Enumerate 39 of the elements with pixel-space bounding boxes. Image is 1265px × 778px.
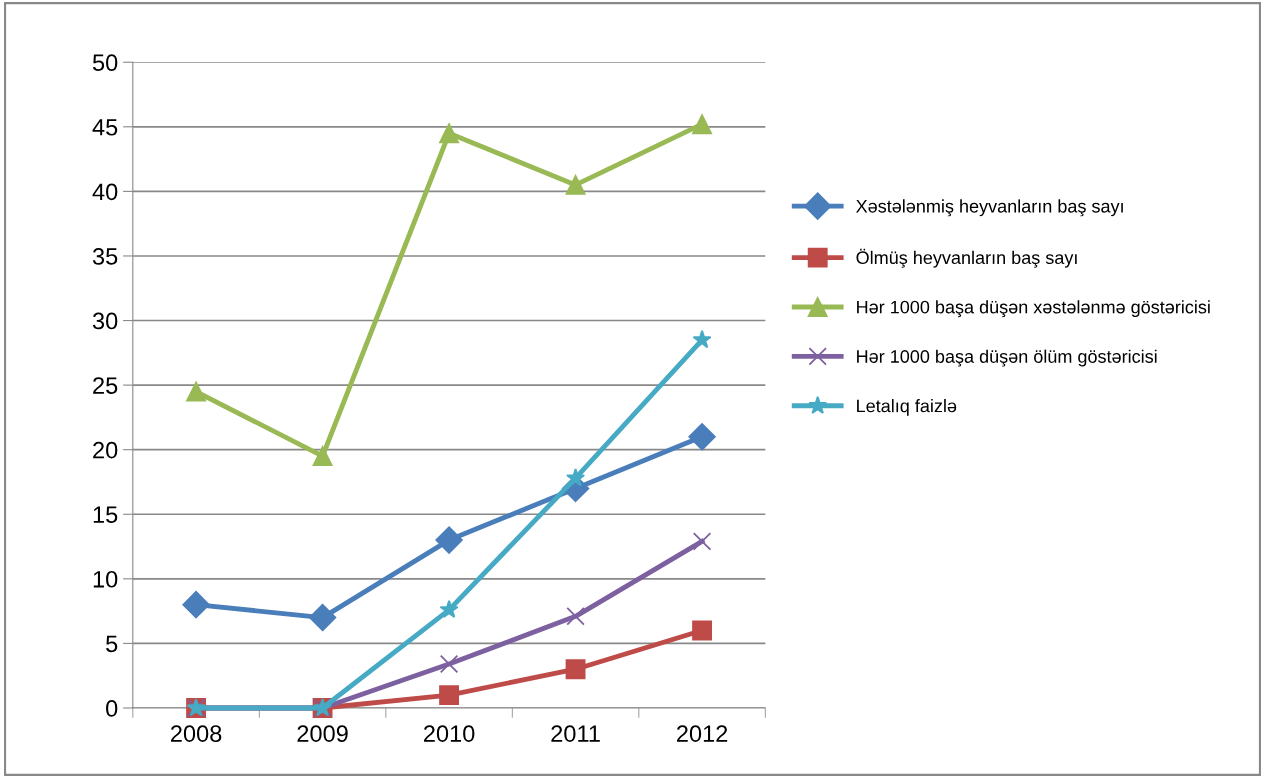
y-tick-label: 20 [93,441,118,459]
legend-label: Letalıq faizlə [857,399,957,416]
point [692,329,712,349]
point [566,607,585,626]
point [439,123,460,144]
point [186,381,207,402]
point [565,174,586,195]
point [688,423,716,451]
x-tick-label: 2011 [551,725,600,742]
y-tick-label: 35 [92,248,118,265]
x-tick-label: 2009 [297,725,348,742]
y-tick-label: 40 [92,183,118,201]
point [312,446,333,467]
point [692,114,713,135]
point [439,685,460,705]
point [692,620,713,641]
x-tick-label: 2008 [171,725,222,742]
point [692,532,712,551]
point [565,659,586,680]
legend-label: Ölmüş heyvanların baş sayı [856,248,1077,268]
y-tick-label: 45 [92,119,118,136]
y-tick-label: 5 [106,635,118,653]
point [308,603,337,632]
legend-label: Hər 1000 başa düşən ölüm göstəricisi [857,349,1157,367]
point [439,599,459,619]
y-tick-label: 15 [93,506,118,524]
point [439,654,459,674]
y-tick-label: 25 [93,377,118,394]
point [435,526,463,554]
y-tick-label: 10 [93,570,118,588]
point [566,468,586,487]
y-tick-label: 30 [92,312,118,330]
y-tick-label: 50 [92,54,118,72]
legend-label: Xəstələnmiş heyvanların baş sayı [856,199,1123,217]
y-tick-label: 0 [106,700,118,717]
x-tick-label: 2012 [677,725,728,742]
point [182,590,210,619]
x-tick-label: 2010 [424,725,475,742]
legend-label: Hər 1000 başa düşən xəstələnmə göstəricisi [857,300,1210,318]
